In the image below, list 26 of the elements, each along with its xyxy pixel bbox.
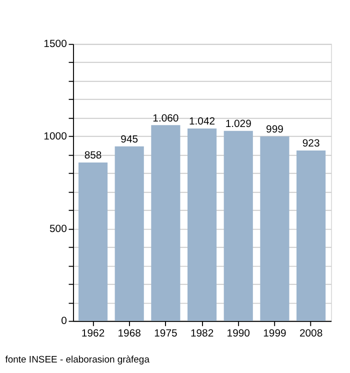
x-tick-label: 2008 — [299, 328, 323, 340]
bar — [224, 130, 253, 321]
x-tick-label: 1975 — [154, 328, 178, 340]
bar — [114, 146, 144, 321]
bar — [188, 128, 217, 321]
data-label: 1.042 — [188, 116, 216, 128]
x-tick-label: 1982 — [190, 328, 214, 340]
y-tick-label: 1000 — [44, 132, 68, 143]
data-label: 923 — [302, 138, 320, 150]
x-tick-label: 1999 — [263, 328, 286, 340]
bar — [296, 150, 326, 321]
bar — [78, 162, 108, 321]
source-note: fonte INSEE - elaborasion gràfega — [5, 354, 150, 366]
data-label: 1.060 — [152, 113, 179, 124]
x-tick-label: 1962 — [81, 328, 105, 340]
bar — [260, 136, 290, 321]
x-tick-label: 1990 — [226, 328, 250, 340]
y-tick-label: 500 — [49, 224, 68, 235]
data-label: 945 — [120, 134, 138, 146]
data-label: 858 — [84, 150, 102, 162]
y-tick-label: 1500 — [44, 39, 68, 50]
y-tick-label: 0 — [61, 316, 68, 328]
data-label: 999 — [266, 124, 284, 136]
data-label: 1.029 — [225, 119, 252, 130]
bar — [151, 125, 180, 321]
x-tick-label: 1968 — [118, 328, 142, 340]
